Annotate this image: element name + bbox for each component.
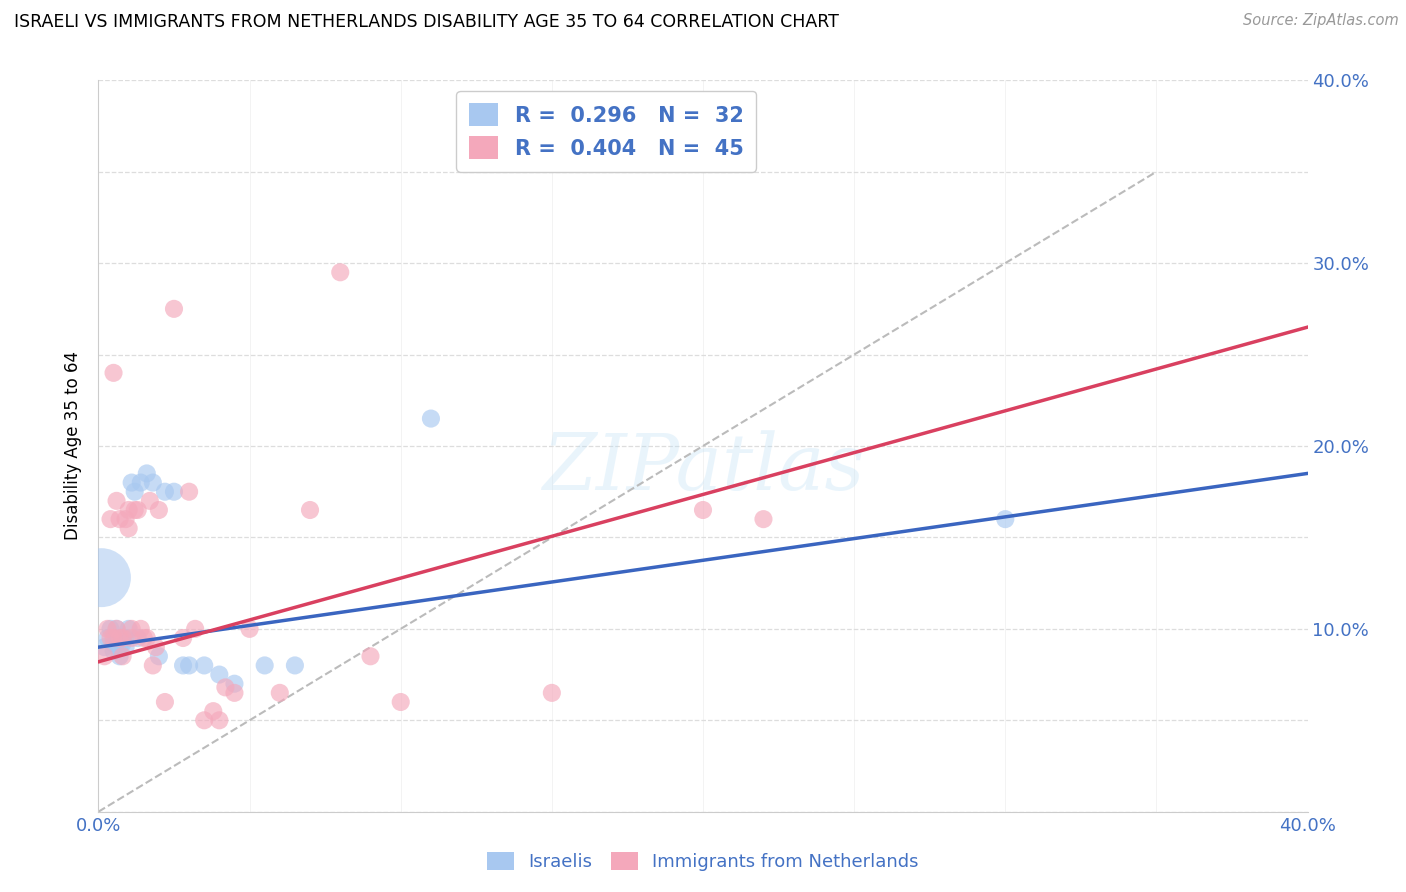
Point (127, 503, 149, 517)
Legend: R =  0.296   N =  32, R =  0.404   N =  45: R = 0.296 N = 32, R = 0.404 N = 45 (457, 91, 756, 171)
Point (329, 265, 352, 279)
Point (105, 622, 128, 636)
Point (93, 649, 115, 664)
Point (127, 631, 149, 645)
Point (420, 411, 443, 425)
Point (299, 503, 322, 517)
Point (100, 512, 122, 526)
Point (93, 640, 115, 655)
Point (193, 658, 215, 673)
Point (111, 636, 134, 650)
Point (111, 631, 134, 645)
Y-axis label: Disability Age 35 to 64: Disability Age 35 to 64 (65, 351, 83, 541)
Point (118, 622, 141, 636)
Point (114, 640, 136, 655)
Point (129, 475, 152, 490)
Point (135, 467, 157, 481)
Point (132, 631, 155, 645)
Point (103, 644, 125, 658)
Point (108, 631, 131, 645)
Point (121, 622, 143, 636)
Point (118, 503, 141, 517)
Point (108, 512, 131, 526)
Point (994, 512, 1017, 526)
Point (114, 631, 136, 645)
Point (103, 636, 125, 650)
Point (105, 494, 128, 508)
Point (142, 475, 165, 490)
Point (224, 676, 246, 690)
Point (121, 475, 143, 490)
Point (105, 622, 128, 636)
Point (253, 658, 276, 673)
Point (153, 484, 176, 499)
Point (139, 494, 162, 508)
Point (184, 622, 207, 636)
Point (269, 686, 291, 700)
Point (96, 631, 118, 645)
Point (142, 658, 165, 673)
Point (108, 640, 131, 655)
Point (114, 512, 136, 526)
Point (172, 658, 194, 673)
Point (208, 667, 231, 681)
Point (360, 649, 382, 664)
Point (124, 503, 146, 517)
Point (90, 571, 112, 585)
Point (153, 695, 176, 709)
Point (224, 686, 246, 700)
Point (389, 695, 412, 709)
Legend: Israelis, Immigrants from Netherlands: Israelis, Immigrants from Netherlands (479, 845, 927, 879)
Point (105, 631, 128, 645)
Point (118, 521, 141, 535)
Point (96, 622, 118, 636)
Point (124, 484, 146, 499)
Point (163, 301, 186, 316)
Point (202, 704, 225, 718)
Text: Source: ZipAtlas.com: Source: ZipAtlas.com (1243, 13, 1399, 29)
Point (284, 658, 307, 673)
Point (752, 512, 775, 526)
Point (239, 622, 262, 636)
Point (193, 714, 215, 728)
Point (103, 631, 125, 645)
Point (100, 631, 122, 645)
Point (129, 622, 152, 636)
Point (148, 503, 170, 517)
Point (121, 631, 143, 645)
Point (111, 631, 134, 645)
Point (148, 649, 170, 664)
Point (692, 503, 714, 517)
Point (179, 658, 201, 673)
Point (208, 714, 231, 728)
Point (135, 631, 157, 645)
Point (145, 640, 167, 655)
Point (111, 649, 134, 664)
Text: ISRAELI VS IMMIGRANTS FROM NETHERLANDS DISABILITY AGE 35 TO 64 CORRELATION CHART: ISRAELI VS IMMIGRANTS FROM NETHERLANDS D… (14, 13, 839, 31)
Point (540, 686, 562, 700)
Point (163, 484, 186, 499)
Point (179, 484, 201, 499)
Text: ZIPatlas: ZIPatlas (541, 430, 865, 506)
Point (100, 622, 122, 636)
Point (172, 631, 194, 645)
Point (108, 649, 131, 664)
Point (214, 681, 236, 695)
Point (103, 366, 125, 380)
